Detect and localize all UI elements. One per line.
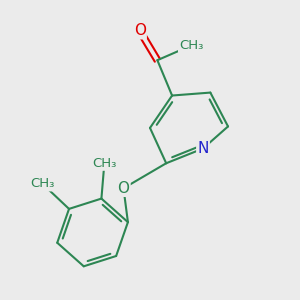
Text: CH₃: CH₃ <box>92 157 116 170</box>
Text: N: N <box>197 141 209 156</box>
Text: O: O <box>134 23 146 38</box>
Text: O: O <box>118 181 130 196</box>
Text: CH₃: CH₃ <box>179 39 203 52</box>
Text: CH₃: CH₃ <box>30 177 55 190</box>
